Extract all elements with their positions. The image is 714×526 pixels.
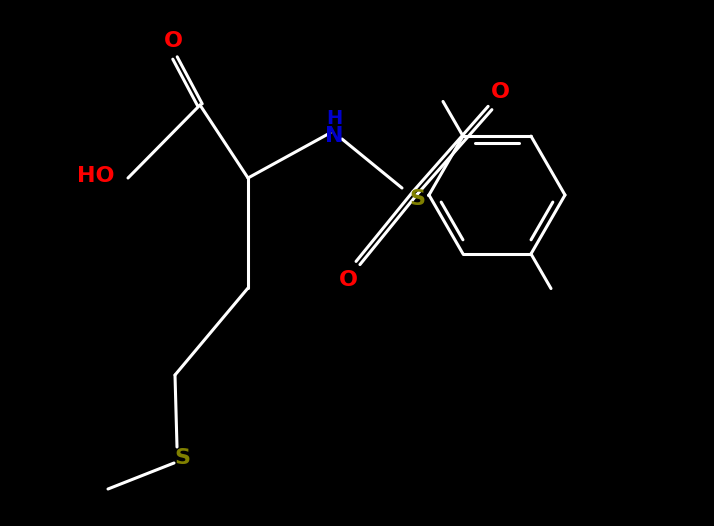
Text: HO: HO [77, 166, 115, 186]
Text: N: N [325, 126, 343, 146]
Text: S: S [409, 189, 425, 209]
Text: O: O [164, 31, 183, 51]
Text: H: H [326, 108, 342, 127]
Text: O: O [491, 82, 510, 102]
Text: O: O [338, 270, 358, 290]
Text: S: S [174, 448, 190, 468]
